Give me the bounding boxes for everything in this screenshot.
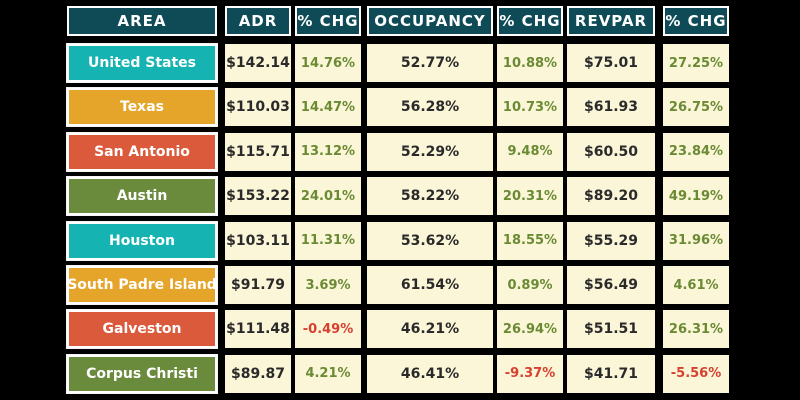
cell-revpar: $61.93 [567,88,655,127]
cell-revpar-chg: 26.31% [663,310,729,349]
cell-revpar: $51.51 [567,310,655,349]
cell-occ: 56.28% [367,88,493,127]
cell-occ: 52.77% [367,44,493,82]
cell-adr-chg: 11.31% [295,221,361,260]
header-adr: ADR [225,6,291,36]
cell-revpar-chg: 27.25% [663,44,729,82]
cell-adr-chg: 14.47% [295,88,361,127]
cell-adr-chg: -0.49% [295,310,361,349]
header-occ-chg: % CHG [497,6,563,36]
cell-adr-chg: 4.21% [295,354,361,393]
cell-adr: $89.87 [225,354,291,393]
cell-adr: $153.22 [225,177,291,216]
cell-occ: 52.29% [367,132,493,171]
cell-occ: 61.54% [367,266,493,304]
cell-occ: 58.22% [367,177,493,216]
cell-revpar-chg: 26.75% [663,88,729,127]
area-label: Houston [67,221,217,260]
cell-adr: $142.14 [225,44,291,82]
hotel-performance-table: AREA ADR % CHG OCCUPANCY % CHG REVPAR % … [67,6,730,396]
cell-adr: $110.03 [225,88,291,127]
area-label: Corpus Christi [67,354,217,393]
cell-occ-chg: 0.89% [497,266,563,304]
header-revpar-chg: % CHG [663,6,729,36]
header-area: AREA [67,6,217,36]
cell-occ: 53.62% [367,221,493,260]
cell-revpar: $75.01 [567,44,655,82]
cell-occ: 46.41% [367,354,493,393]
cell-occ-chg: 26.94% [497,310,563,349]
cell-occ-chg: 10.88% [497,44,563,82]
cell-adr-chg: 14.76% [295,44,361,82]
cell-revpar-chg: -5.56% [663,354,729,393]
area-label: United States [67,44,217,82]
cell-revpar-chg: 23.84% [663,132,729,171]
cell-revpar: $89.20 [567,177,655,216]
cell-revpar-chg: 4.61% [663,266,729,304]
cell-revpar: $41.71 [567,354,655,393]
cell-adr: $103.11 [225,221,291,260]
cell-occ-chg: 10.73% [497,88,563,127]
cell-occ: 46.21% [367,310,493,349]
cell-adr-chg: 13.12% [295,132,361,171]
cell-occ-chg: 9.48% [497,132,563,171]
header-occupancy: OCCUPANCY [367,6,493,36]
area-label: Texas [67,88,217,127]
cell-revpar: $60.50 [567,132,655,171]
area-label: South Padre Island [67,266,217,304]
cell-adr-chg: 3.69% [295,266,361,304]
cell-revpar-chg: 31.96% [663,221,729,260]
cell-adr: $111.48 [225,310,291,349]
cell-revpar-chg: 49.19% [663,177,729,216]
area-label: Galveston [67,310,217,349]
cell-occ-chg: -9.37% [497,354,563,393]
cell-revpar: $55.29 [567,221,655,260]
cell-adr-chg: 24.01% [295,177,361,216]
header-revpar: REVPAR [567,6,655,36]
area-label: Austin [67,177,217,216]
cell-adr: $115.71 [225,132,291,171]
cell-revpar: $56.49 [567,266,655,304]
cell-occ-chg: 20.31% [497,177,563,216]
header-adr-chg: % CHG [295,6,361,36]
area-label: San Antonio [67,132,217,171]
cell-occ-chg: 18.55% [497,221,563,260]
cell-adr: $91.79 [225,266,291,304]
